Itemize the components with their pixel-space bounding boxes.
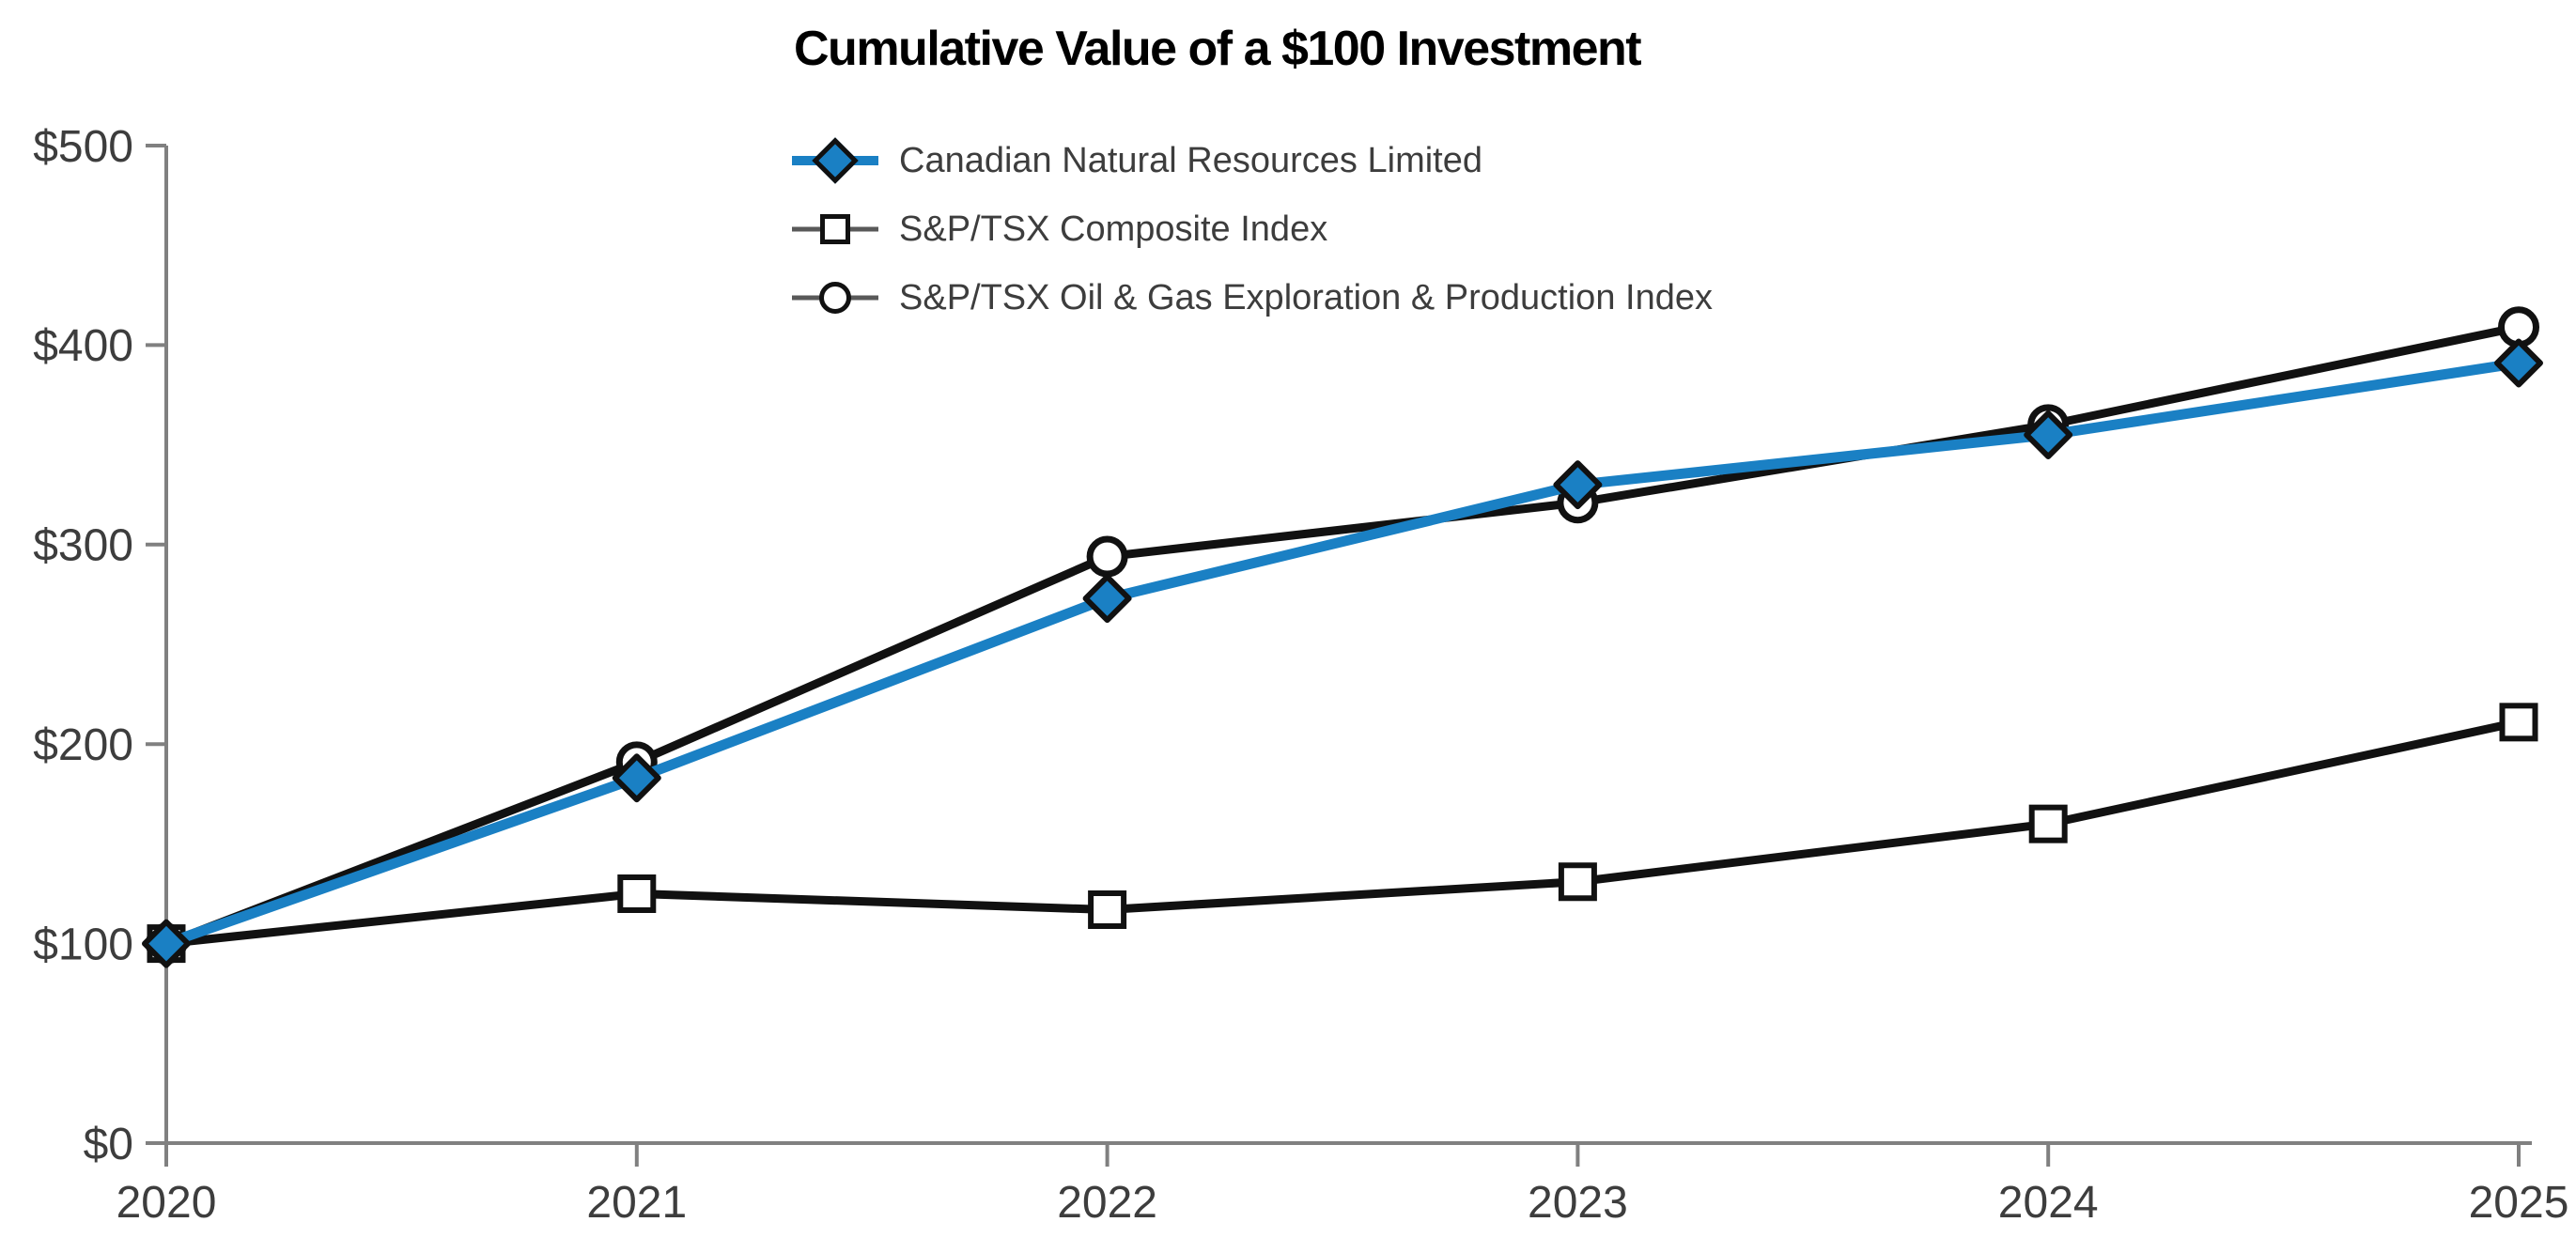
marker-diamond-2022 (1082, 574, 1132, 624)
x-tick-label: 2025 (2469, 1178, 2569, 1228)
marker-diamond-2021 (612, 753, 661, 803)
marker-square-2024 (2028, 804, 2068, 843)
y-tick-label: $200 (33, 720, 133, 770)
y-tick-label: $0 (84, 1120, 133, 1169)
oil-gas-circle-marker-icon (792, 276, 878, 319)
marker-diamond-2023 (1553, 460, 1603, 510)
x-tick-label: 2021 (586, 1178, 687, 1228)
legend-label-cnq: Canadian Natural Resources Limited (899, 140, 1482, 180)
x-tick-label: 2020 (116, 1178, 217, 1228)
marker-square-2022 (1088, 889, 1127, 929)
y-tick-label: $500 (33, 122, 133, 172)
x-tick-label: 2023 (1528, 1178, 1628, 1228)
series-line-square (162, 718, 2523, 949)
marker-circle-2022 (1086, 535, 1128, 578)
y-tick-label: $400 (33, 321, 133, 371)
marker-diamond-2020 (142, 919, 191, 968)
chart-legend: Canadian Natural Resources Limited S&P/T… (792, 137, 1713, 345)
y-tick-label: $300 (33, 521, 133, 571)
marker-square-2023 (1558, 862, 1597, 902)
legend-item-composite: S&P/TSX Composite Index (792, 208, 1713, 251)
y-tick-label: $100 (33, 920, 133, 969)
composite-square-marker-icon (792, 208, 878, 251)
legend-item-cnq: Canadian Natural Resources Limited (792, 137, 1713, 184)
chart-title: Cumulative Value of a $100 Investment (794, 22, 1642, 76)
marker-diamond-2024 (2024, 410, 2073, 459)
x-tick-label: 2022 (1057, 1178, 1157, 1228)
x-tick-label: 2024 (1998, 1178, 2099, 1228)
legend-label-composite: S&P/TSX Composite Index (899, 209, 1328, 249)
marker-square-2021 (617, 874, 657, 913)
legend-label-oil-gas: S&P/TSX Oil & Gas Exploration & Producti… (899, 277, 1713, 317)
series-line-diamond (161, 358, 2524, 950)
legend-item-oil-gas: S&P/TSX Oil & Gas Exploration & Producti… (792, 276, 1713, 319)
series-line-circle (162, 322, 2523, 949)
marker-diamond-2025 (2494, 338, 2543, 388)
cnq-diamond-marker-icon (792, 137, 878, 184)
marker-square-2025 (2499, 703, 2538, 742)
